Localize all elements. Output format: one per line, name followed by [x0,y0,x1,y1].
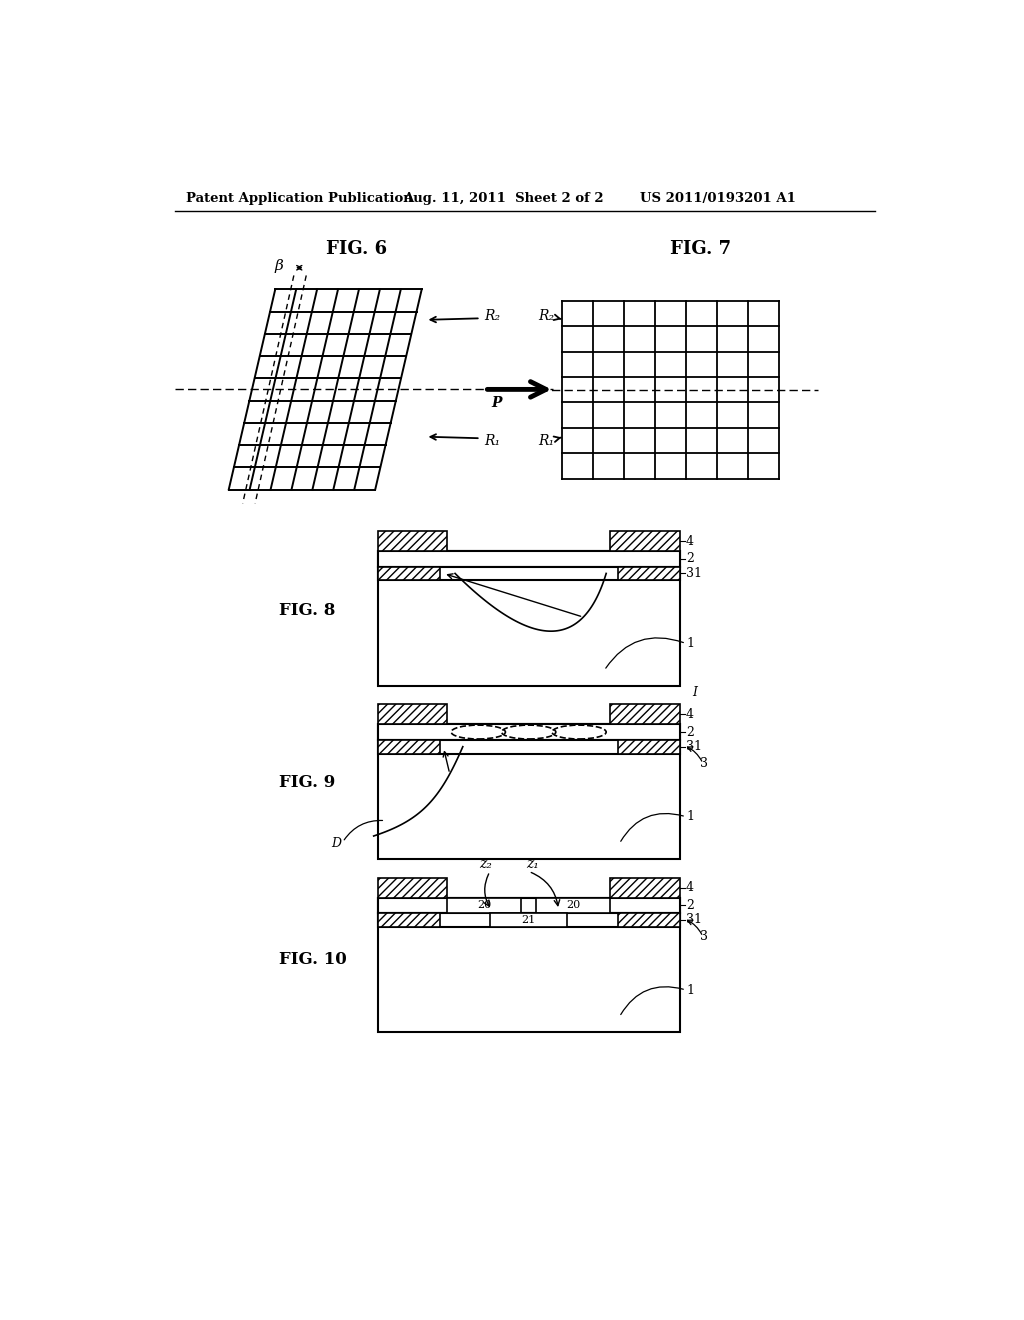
Text: z₂: z₂ [479,857,493,871]
Bar [617,739,680,754]
Text: R₁: R₁ [539,433,555,447]
Text: US 2011/0193201 A1: US 2011/0193201 A1 [640,191,796,205]
Text: 4: 4 [686,880,694,894]
Bar [378,552,680,686]
Text: z₁: z₁ [526,857,539,871]
Bar [378,725,680,859]
Text: 2: 2 [686,552,694,565]
Text: P: P [490,396,502,411]
Text: 1: 1 [686,638,694,649]
Bar [378,913,439,927]
Text: FIG. 7: FIG. 7 [671,240,731,259]
Bar [378,739,680,754]
Text: 20: 20 [477,900,492,911]
Text: 4: 4 [686,535,694,548]
Bar [378,531,447,552]
Text: I: I [692,685,697,698]
Text: 3: 3 [700,758,708,770]
Bar [610,531,680,552]
Text: 2: 2 [686,899,694,912]
Text: R₂: R₂ [484,309,501,323]
Text: 31: 31 [686,566,702,579]
Text: Patent Application Publication: Patent Application Publication [186,191,413,205]
Bar [378,566,439,581]
Bar [378,913,680,927]
Text: 3: 3 [700,931,708,944]
Text: 4: 4 [686,708,694,721]
Bar [447,898,521,913]
Text: 31: 31 [686,741,702,754]
Text: FIG. 6: FIG. 6 [326,240,387,259]
Text: FIG. 8: FIG. 8 [280,602,336,619]
Text: Aug. 11, 2011  Sheet 2 of 2: Aug. 11, 2011 Sheet 2 of 2 [403,191,604,205]
Text: β: β [274,259,283,273]
Bar [378,552,680,566]
Text: FIG. 10: FIG. 10 [280,950,347,968]
Text: 1: 1 [686,983,694,997]
Text: 2: 2 [686,726,694,739]
Text: R₂: R₂ [539,309,555,323]
Bar [378,878,447,898]
Text: FIG. 9: FIG. 9 [280,774,336,791]
Bar [617,566,680,581]
Bar [378,898,680,1032]
Bar [610,705,680,725]
Bar [378,739,439,754]
Text: 20: 20 [566,900,581,911]
Bar [489,913,567,927]
Text: R₁: R₁ [484,433,501,447]
Bar [378,898,680,913]
Bar [617,913,680,927]
Bar [537,898,610,913]
Bar [378,725,680,739]
Bar [378,705,447,725]
Text: 31: 31 [686,913,702,927]
Text: 21: 21 [521,915,536,925]
Text: 1: 1 [686,810,694,824]
Bar [378,566,680,581]
Text: D: D [331,837,341,850]
Bar [610,878,680,898]
